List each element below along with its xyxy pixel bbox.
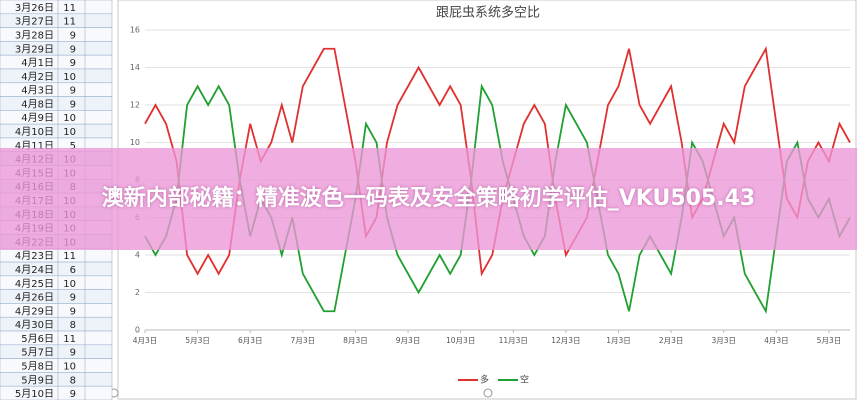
value-cell: 9 (70, 86, 76, 97)
legend-label: 多 (480, 374, 489, 386)
value-cell: 10 (63, 113, 76, 124)
cell-bg (0, 344, 113, 359)
x-tick-label: 3月3日 (711, 336, 736, 345)
cell-bg (0, 54, 113, 70)
y-tick-label: 16 (130, 26, 140, 35)
date-cell: 4月23日 (15, 250, 54, 262)
cell-bg (0, 82, 113, 97)
x-tick-label: 8月3日 (343, 336, 368, 345)
cell-bg (0, 372, 113, 387)
value-cell: 9 (70, 348, 76, 359)
banner: 澳新内部秘籍：精准波色一码表及安全策略初学评估_VKU505.43 (0, 148, 857, 250)
y-tick-label: 2 (135, 288, 140, 297)
x-tick-label: 10月3日 (446, 336, 475, 345)
value-cell: 10 (63, 127, 76, 138)
x-tick-label: 5月3日 (185, 336, 210, 345)
date-cell: 4月30日 (15, 319, 54, 331)
date-cell: 5月6日 (21, 333, 54, 345)
date-cell: 5月8日 (21, 361, 54, 373)
date-cell: 5月10日 (15, 388, 54, 400)
value-cell: 11 (63, 3, 76, 14)
x-tick-label: 4月3日 (133, 336, 158, 345)
chart-title: 跟屁虫系统多空比 (436, 5, 540, 21)
value-cell: 9 (70, 306, 76, 317)
date-cell: 5月9日 (21, 374, 54, 386)
value-cell: 9 (70, 58, 76, 69)
date-cell: 4月10日 (15, 126, 54, 138)
x-tick-label: 11月3日 (499, 336, 528, 345)
y-tick-label: 14 (130, 63, 140, 72)
cell-bg (0, 358, 113, 373)
value-cell: 5 (70, 141, 76, 152)
date-cell: 4月2日 (21, 71, 54, 83)
x-tick-label: 12月3日 (551, 336, 580, 345)
date-cell: 4月24日 (15, 264, 54, 276)
value-cell: 8 (70, 375, 76, 386)
x-tick-label: 2月3日 (659, 336, 684, 345)
cell-bg (0, 68, 113, 84)
value-cell: 10 (63, 72, 76, 83)
x-tick-label: 5月3日 (817, 336, 842, 345)
handle (483, 388, 493, 398)
value-cell: 6 (70, 265, 76, 276)
x-tick-label: 9月3日 (396, 336, 421, 345)
y-tick-label: 12 (130, 101, 140, 110)
date-cell: 3月29日 (15, 43, 54, 55)
date-cell: 4月1日 (21, 57, 54, 69)
value-cell: 8 (70, 320, 76, 331)
x-tick-label: 7月3日 (291, 336, 316, 345)
value-cell: 11 (63, 251, 76, 262)
value-cell: 9 (70, 44, 76, 55)
date-cell: 3月27日 (15, 16, 54, 28)
legend-label: 空 (520, 374, 529, 386)
date-cell: 4月29日 (15, 305, 54, 317)
y-tick-label: 10 (130, 138, 140, 147)
date-cell: 4月3日 (21, 85, 54, 97)
value-cell: 10 (63, 279, 76, 290)
value-cell: 11 (63, 334, 76, 345)
value-cell: 11 (63, 17, 76, 28)
x-tick-label: 4月3日 (764, 336, 789, 345)
date-cell: 3月28日 (15, 29, 54, 41)
x-tick-label: 1月3日 (606, 336, 631, 345)
banner-title: 澳新内部秘籍：精准波色一码表及安全策略初学评估_VKU505.43 (101, 186, 756, 211)
cell-bg (0, 110, 113, 125)
date-cell: 4月25日 (15, 278, 54, 290)
y-tick-label: 4 (135, 251, 140, 260)
date-cell: 4月26日 (15, 292, 54, 304)
date-cell: 4月8日 (21, 98, 54, 110)
cell-bg (0, 96, 113, 111)
value-cell: 9 (70, 30, 76, 41)
value-cell: 9 (70, 99, 76, 110)
value-cell: 10 (63, 362, 76, 373)
date-cell: 4月9日 (21, 112, 54, 124)
value-cell: 9 (70, 389, 76, 400)
date-cell: 5月7日 (21, 347, 54, 359)
date-cell: 3月26日 (15, 2, 54, 14)
value-cell: 9 (70, 293, 76, 304)
cell-bg (0, 330, 113, 346)
x-tick-label: 6月3日 (238, 336, 263, 345)
y-tick-label: 0 (135, 326, 140, 335)
